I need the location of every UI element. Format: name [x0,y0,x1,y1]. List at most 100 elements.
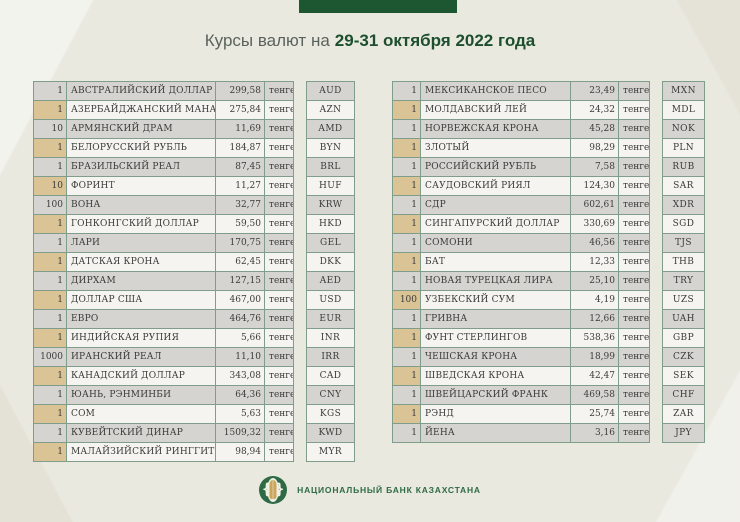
unit-cell: тенге [618,366,650,386]
currency-code-cell: CNY [306,385,355,405]
currency-code-cell: AMD [306,119,355,139]
currency-code-cell: UZS [662,290,705,310]
rate-cell: 87,45 [215,157,265,177]
column-gap [649,81,662,101]
amount-cell: 1 [33,328,67,348]
amount-cell: 1 [392,309,421,329]
currency-code-cell: SGD [662,214,705,234]
unit-cell: тенге [618,138,650,158]
currency-name-cell: НОВАЯ ТУРЕЦКАЯ ЛИРА [420,271,571,291]
amount-cell: 1 [33,309,67,329]
currency-name-cell: АРМЯНСКИЙ ДРАМ [66,119,216,139]
rate-cell: 5,66 [215,328,265,348]
rate-cell: 11,69 [215,119,265,139]
table-row: 1 АЗЕРБАЙДЖАНСКИЙ МАНАТ 275,84 тенге AZN [33,100,355,120]
amount-cell: 1 [33,252,67,272]
column-gap [293,366,306,386]
unit-cell: тенге [618,252,650,272]
unit-cell: тенге [264,347,294,367]
column-gap [293,290,306,310]
currency-name-cell: СОМОНИ [420,233,571,253]
currency-name-cell: РОССИЙСКИЙ РУБЛЬ [420,157,571,177]
currency-code-cell: BYN [306,138,355,158]
column-gap [649,309,662,329]
unit-cell: тенге [618,119,650,139]
column-gap [293,176,306,196]
top-accent-bar [299,0,457,13]
table-row: 1 ЮАНЬ, РЭНМИНБИ 64,36 тенге CNY [33,385,355,405]
currency-code-cell: XDR [662,195,705,215]
rate-cell: 4,19 [570,290,619,310]
amount-cell: 1 [33,442,67,462]
rate-cell: 464,76 [215,309,265,329]
unit-cell: тенге [264,195,294,215]
currency-name-cell: БАТ [420,252,571,272]
rate-cell: 18,99 [570,347,619,367]
column-gap [293,328,306,348]
currency-name-cell: БРАЗИЛЬСКИЙ РЕАЛ [66,157,216,177]
column-gap [293,81,306,101]
title-date: 29-31 октября 2022 года [334,31,536,50]
rate-cell: 170,75 [215,233,265,253]
table-row: 1 СИНГАПУРСКИЙ ДОЛЛАР 330,69 тенге SGD [392,214,705,234]
unit-cell: тенге [264,214,294,234]
currency-name-cell: АЗЕРБАЙДЖАНСКИЙ МАНАТ [66,100,216,120]
currency-code-cell: JPY [662,423,705,443]
table-row: 1 НОВАЯ ТУРЕЦКАЯ ЛИРА 25,10 тенге TRY [392,271,705,291]
unit-cell: тенге [264,442,294,462]
rate-cell: 127,15 [215,271,265,291]
column-gap [293,100,306,120]
column-gap [649,176,662,196]
currency-name-cell: ИРАНСКИЙ РЕАЛ [66,347,216,367]
column-gap [649,290,662,310]
column-gap [649,214,662,234]
amount-cell: 1 [392,423,421,443]
table-row: 1 СДР 602,61 тенге XDR [392,195,705,215]
unit-cell: тенге [264,385,294,405]
currency-code-cell: AUD [306,81,355,101]
table-row: 1 РЭНД 25,74 тенге ZAR [392,404,705,424]
rate-cell: 467,00 [215,290,265,310]
column-gap [293,442,306,462]
amount-cell: 1 [392,366,421,386]
rate-cell: 62,45 [215,252,265,272]
column-gap [649,404,662,424]
column-gap [649,347,662,367]
unit-cell: тенге [618,347,650,367]
unit-cell: тенге [264,309,294,329]
amount-cell: 10 [33,176,67,196]
currency-code-cell: NOK [662,119,705,139]
rate-cell: 299,58 [215,81,265,101]
column-gap [293,347,306,367]
currency-name-cell: СИНГАПУРСКИЙ ДОЛЛАР [420,214,571,234]
amount-cell: 1 [392,404,421,424]
rate-cell: 12,33 [570,252,619,272]
table-row: 1 БЕЛОРУССКИЙ РУБЛЬ 184,87 тенге BYN [33,138,355,158]
currency-code-cell: THB [662,252,705,272]
amount-cell: 1 [392,271,421,291]
amount-cell: 100 [33,195,67,215]
column-gap [293,252,306,272]
rate-cell: 469,58 [570,385,619,405]
currency-name-cell: БЕЛОРУССКИЙ РУБЛЬ [66,138,216,158]
unit-cell: тенге [618,176,650,196]
unit-cell: тенге [618,290,650,310]
column-gap [649,252,662,272]
unit-cell: тенге [618,423,650,443]
rate-cell: 64,36 [215,385,265,405]
table-row: 1 ШВЕДСКАЯ КРОНА 42,47 тенге SEK [392,366,705,386]
amount-cell: 1 [392,119,421,139]
national-bank-logo-icon: { } [259,476,288,504]
amount-cell: 10 [33,119,67,139]
table-row: 1 БРАЗИЛЬСКИЙ РЕАЛ 87,45 тенге BRL [33,157,355,177]
rate-cell: 12,66 [570,309,619,329]
rate-cell: 59,50 [215,214,265,234]
column-gap [649,423,662,443]
currency-code-cell: CHF [662,385,705,405]
currency-code-cell: MXN [662,81,705,101]
column-gap [649,233,662,253]
column-gap [293,385,306,405]
currency-name-cell: АВСТРАЛИЙСКИЙ ДОЛЛАР [66,81,216,101]
table-row: 1 ЛАРИ 170,75 тенге GEL [33,233,355,253]
currency-code-cell: KGS [306,404,355,424]
